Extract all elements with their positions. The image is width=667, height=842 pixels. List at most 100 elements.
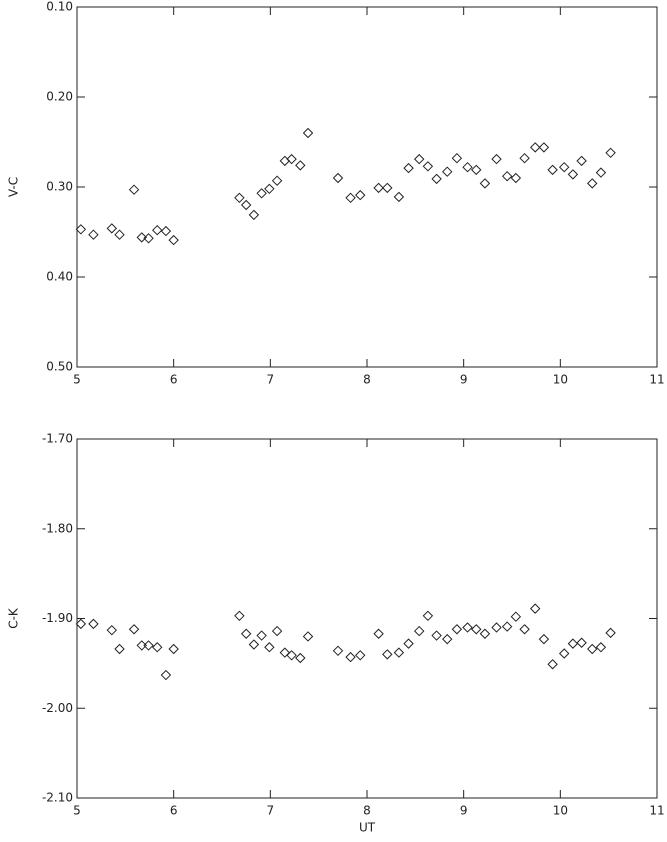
x-tick-label: 11 <box>649 373 664 387</box>
data-point <box>295 160 306 171</box>
data-point <box>451 624 463 635</box>
data-point <box>529 603 541 614</box>
data-point <box>605 147 616 159</box>
data-point <box>479 178 491 189</box>
data-point <box>128 184 140 195</box>
data-point <box>519 624 530 635</box>
y-tick-label: 0.10 <box>46 0 73 14</box>
y-tick-label: 0.40 <box>46 270 73 284</box>
data-point <box>264 642 275 653</box>
x-axis-title: UT <box>359 821 376 835</box>
data-point <box>393 191 405 203</box>
data-point <box>567 638 579 649</box>
x-tick-label: 7 <box>267 373 275 387</box>
data-point <box>143 233 154 244</box>
plot-frame <box>76 6 658 368</box>
data-point <box>529 142 541 153</box>
data-point <box>538 142 550 153</box>
x-tick-label: 6 <box>170 804 178 818</box>
data-point <box>168 643 179 655</box>
data-point <box>413 625 425 637</box>
data-point <box>451 152 463 164</box>
x-tick-label: 5 <box>73 373 81 387</box>
y-axis-title: C-K <box>7 607 21 629</box>
data-point <box>302 631 314 642</box>
data-point <box>302 127 314 139</box>
data-point <box>88 229 99 240</box>
data-point <box>567 169 579 180</box>
data-point <box>152 642 163 653</box>
data-point <box>264 183 275 195</box>
data-point <box>271 625 283 637</box>
data-point <box>114 643 125 655</box>
y-tick-label: -1.80 <box>42 521 73 535</box>
data-point <box>279 647 291 658</box>
data-point <box>547 659 558 670</box>
data-point <box>587 178 598 189</box>
data-point <box>558 161 570 173</box>
y-tick-label: -2.10 <box>42 791 73 805</box>
data-point <box>431 173 442 185</box>
data-point <box>240 199 252 211</box>
data-point <box>75 224 87 235</box>
x-tick-label: 10 <box>553 373 568 387</box>
data-point <box>143 640 154 651</box>
data-point <box>234 610 245 622</box>
data-point <box>471 164 482 176</box>
y-tick-label: 0.50 <box>46 360 73 374</box>
data-point <box>595 167 607 178</box>
data-point <box>75 618 87 630</box>
data-point <box>413 153 425 165</box>
x-tick-label: 9 <box>460 373 468 387</box>
data-point <box>393 647 405 658</box>
x-tick-label: 8 <box>363 804 371 818</box>
data-point <box>382 182 393 194</box>
data-point <box>501 170 513 182</box>
x-tick-label: 9 <box>460 804 468 818</box>
y-axis-title: V-C <box>7 177 21 197</box>
y-tick-label: 0.30 <box>46 180 73 194</box>
data-point <box>422 610 434 622</box>
data-point <box>605 627 616 639</box>
data-point <box>403 638 414 649</box>
data-point <box>286 650 297 661</box>
data-point <box>332 172 344 184</box>
x-tick-label: 5 <box>73 804 81 818</box>
data-point <box>422 161 434 172</box>
data-point <box>355 189 366 201</box>
data-point <box>442 166 453 177</box>
data-point <box>271 175 283 186</box>
data-point <box>128 624 140 635</box>
data-point <box>136 640 147 651</box>
data-point <box>136 232 147 243</box>
data-point <box>106 223 118 234</box>
data-point <box>114 229 125 240</box>
x-tick-label: 7 <box>267 804 275 818</box>
data-point <box>558 648 570 659</box>
data-point <box>431 630 442 641</box>
data-point <box>519 152 530 164</box>
data-point <box>234 192 245 204</box>
data-point <box>286 153 297 165</box>
data-point <box>576 637 587 648</box>
y-tick-label: -1.70 <box>42 432 73 446</box>
data-point <box>332 645 344 657</box>
data-point <box>491 153 502 165</box>
data-point <box>576 155 587 167</box>
data-point <box>547 164 558 176</box>
x-tick-label: 6 <box>170 373 178 387</box>
data-point <box>442 633 453 645</box>
data-point <box>256 188 267 199</box>
data-point <box>248 209 260 221</box>
data-point <box>240 628 252 639</box>
x-tick-label: 10 <box>553 804 568 818</box>
data-point <box>538 633 550 645</box>
y-tick-label: -1.90 <box>42 611 73 625</box>
data-point <box>595 642 607 653</box>
data-point <box>587 643 598 655</box>
x-tick-label: 8 <box>363 373 371 387</box>
data-point <box>462 622 473 633</box>
data-point <box>152 224 163 236</box>
y-tick-label: -2.00 <box>42 701 73 715</box>
data-point <box>345 192 356 204</box>
